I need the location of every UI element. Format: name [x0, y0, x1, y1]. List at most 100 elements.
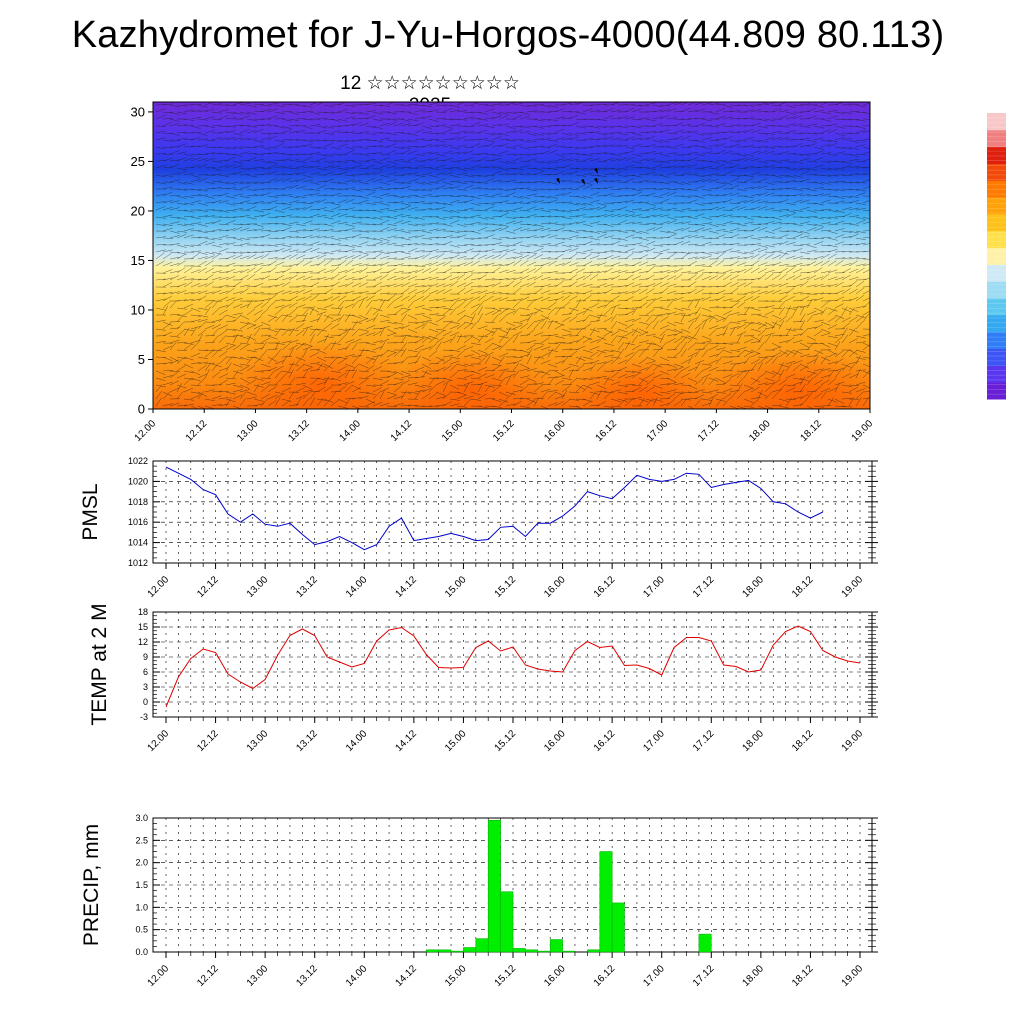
wind-barb — [295, 297, 306, 302]
wind-barb — [372, 308, 381, 316]
wind-barb — [239, 227, 250, 232]
wind-barb — [162, 166, 173, 169]
wind-barb — [596, 251, 608, 254]
wind-barb — [610, 356, 621, 359]
wind-barb — [813, 371, 822, 379]
wind-barb — [729, 192, 740, 197]
wind-barb — [834, 369, 841, 379]
wind-barb — [561, 399, 570, 407]
wind-barb — [442, 308, 451, 316]
colorbar-swatch — [987, 314, 1006, 333]
wind-barb — [218, 146, 229, 150]
wind-barb — [372, 151, 383, 155]
wind-barb — [743, 186, 754, 190]
wind-barb — [484, 165, 495, 169]
wind-barb — [176, 223, 187, 227]
wind-barb — [841, 207, 852, 211]
wind-barb — [484, 142, 495, 148]
wind-barb — [652, 116, 663, 120]
wind-barb — [218, 390, 230, 393]
wind-barb — [561, 244, 572, 248]
wind-barb — [582, 271, 593, 274]
wind-barb — [337, 139, 348, 143]
wind-barb — [197, 267, 207, 274]
wind-barb — [246, 194, 257, 197]
wind-barb — [596, 214, 607, 218]
wind-barb — [365, 349, 376, 353]
wind-barb — [778, 315, 788, 323]
wind-barb — [820, 118, 831, 122]
wind-barb — [260, 167, 271, 170]
wind-barb — [309, 369, 320, 372]
wind-barb — [246, 153, 258, 155]
wind-barb — [211, 308, 220, 316]
wind-barb — [554, 209, 565, 212]
wind-barb — [589, 351, 599, 358]
wind-barb — [792, 262, 803, 267]
wind-barb — [729, 206, 740, 211]
wind-barb — [645, 363, 654, 372]
wind-barb — [666, 171, 677, 176]
wind-barb — [715, 194, 726, 197]
wind-barb — [652, 226, 663, 232]
wind-barb — [463, 336, 473, 344]
wind-barb — [694, 195, 705, 199]
wind-barb — [169, 339, 180, 344]
wind-barb — [540, 391, 548, 400]
wind-barb — [526, 339, 537, 344]
wind-barb — [442, 401, 453, 407]
wind-barb — [498, 307, 509, 310]
wind-barb — [337, 260, 347, 267]
wind-barb — [540, 150, 551, 155]
wind-barb — [155, 146, 166, 150]
wind-barb — [799, 216, 810, 219]
wind-barb — [344, 342, 352, 351]
wind-barb — [827, 316, 837, 323]
wind-barb — [197, 405, 207, 409]
wind-barb — [708, 194, 719, 197]
wind-barb — [568, 253, 578, 260]
wind-barb — [330, 111, 342, 114]
wind-barb — [491, 282, 502, 288]
wind-barb — [204, 281, 214, 288]
wind-barb — [316, 328, 327, 332]
wind-barb — [708, 342, 720, 345]
wind-barb — [785, 111, 796, 115]
wind-barb — [358, 167, 370, 170]
wind-barb — [610, 158, 621, 162]
wind-barb — [694, 174, 705, 178]
wind-barb — [673, 363, 684, 368]
wind-barb — [169, 300, 177, 309]
wind-barb — [344, 255, 355, 260]
wind-barb — [267, 170, 278, 176]
wind-barb — [421, 287, 431, 295]
wind-barb — [554, 116, 565, 120]
wind-barb — [715, 260, 725, 267]
wind-barb — [631, 153, 642, 157]
y-tick-label: 30 — [131, 104, 145, 119]
wind-barb — [204, 255, 215, 260]
wind-barb — [449, 276, 460, 281]
wind-barb — [526, 173, 537, 176]
wind-barb — [470, 221, 481, 225]
wind-barb — [190, 117, 201, 120]
wind-barb — [617, 206, 628, 211]
wind-barb — [421, 356, 432, 362]
wind-barb — [596, 390, 608, 393]
wind-barb — [624, 330, 634, 337]
wind-barb — [463, 270, 474, 274]
wind-barb — [379, 251, 390, 255]
wind-barb — [561, 385, 571, 393]
wind-barb — [694, 362, 701, 372]
wind-barb — [687, 343, 696, 351]
wind-barb — [246, 376, 257, 379]
wind-barb — [281, 328, 289, 337]
wind-barb — [190, 131, 202, 134]
wind-barb — [582, 323, 592, 330]
wind-barb — [652, 109, 663, 113]
wind-barb — [302, 156, 313, 162]
wind-barb — [379, 164, 390, 169]
colorbar-swatch — [987, 348, 1006, 366]
wind-barb — [603, 405, 614, 409]
wind-barb — [603, 115, 614, 120]
